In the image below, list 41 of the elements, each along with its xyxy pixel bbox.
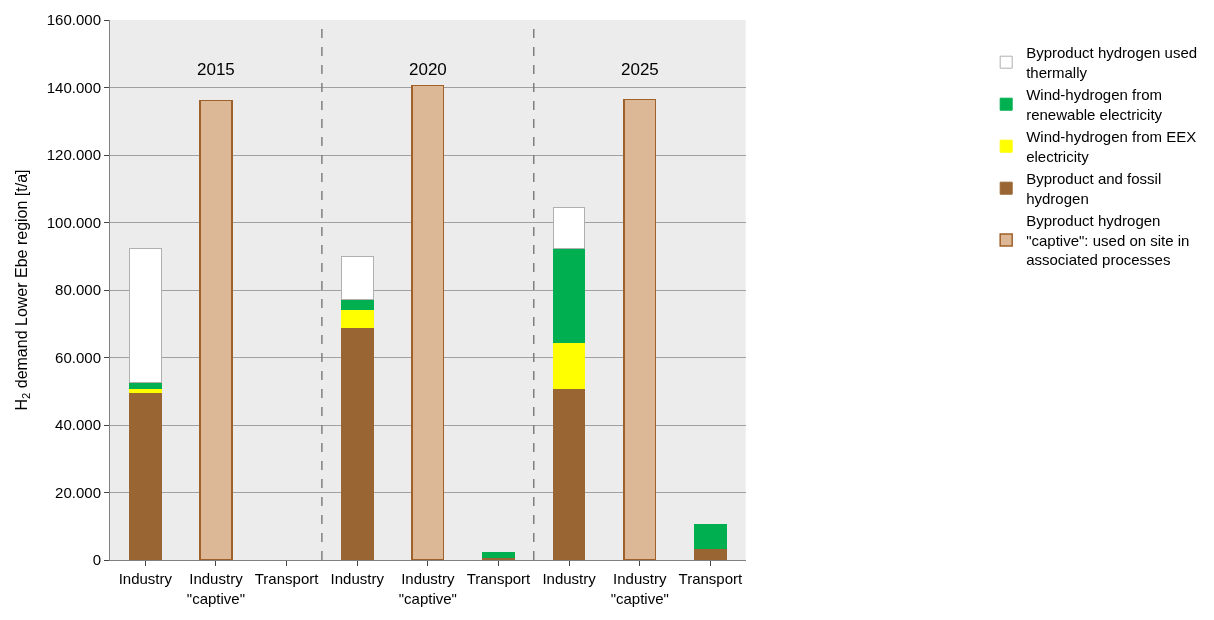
y-tick-label: 80.000 [55, 281, 101, 299]
annotation: 2025 [621, 60, 659, 79]
x-tick-label: Transport [466, 570, 532, 587]
legend-label: Wind-hydrogen from EEX electricity [1026, 128, 1197, 165]
bar [340, 326, 374, 560]
y-tick-label: 0 [92, 551, 101, 569]
bar [340, 298, 374, 310]
x-tick-label: Industry "captive" [398, 570, 457, 607]
x-tick-label: Industry "captive" [186, 570, 246, 607]
y-tick-label: 20.000 [55, 483, 101, 501]
bar [623, 98, 657, 560]
x-tick-label: Transport [678, 570, 743, 587]
bar [552, 206, 586, 250]
bar [411, 84, 445, 560]
annotation: 2015 [197, 60, 235, 79]
y-tick-label: 60.000 [55, 348, 101, 366]
bar [482, 552, 515, 559]
bar [552, 388, 586, 560]
bar [693, 524, 727, 550]
bar [552, 341, 586, 390]
bar [199, 99, 233, 560]
x-tick-label: Transport [254, 570, 320, 587]
x-tick-label: Industry "captive" [610, 570, 669, 607]
y-tick-label: 100.000 [46, 213, 101, 231]
bar [552, 248, 586, 343]
y-tick-label: 40.000 [55, 416, 101, 434]
x-tick-label: Industry [118, 570, 173, 587]
x-tick-label: Industry [542, 570, 597, 587]
annotation: 2020 [409, 60, 447, 79]
legend-label: Byproduct and fossil hydrogen [1026, 170, 1162, 207]
legend-label: Byproduct hydrogen used thermally [1026, 44, 1198, 81]
legend-label: Wind-hydrogen from renewable electricity [1026, 86, 1163, 123]
y-tick-label: 120.000 [46, 146, 101, 164]
y-tick-label: 140.000 [46, 78, 101, 96]
y-tick-label: 160.000 [46, 11, 101, 29]
bar [340, 308, 374, 328]
legend-label: Byproduct hydrogen "captive": used on site in associated processes [1026, 212, 1190, 269]
bar [340, 256, 374, 300]
bar [128, 391, 162, 560]
bar [128, 248, 162, 383]
x-tick-label: Industry [330, 570, 385, 587]
